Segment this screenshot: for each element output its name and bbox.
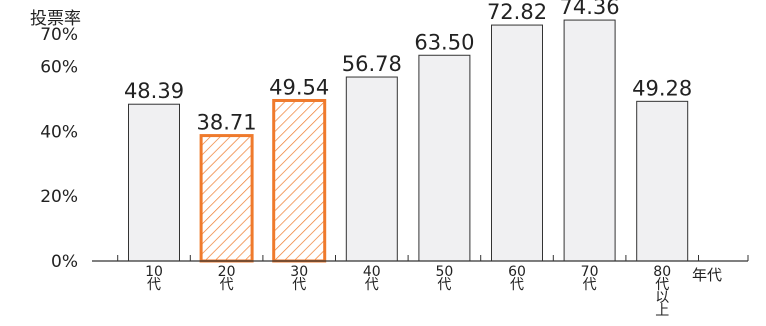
bar bbox=[563, 19, 616, 262]
bar bbox=[418, 54, 471, 262]
y-tick-label: 60% bbox=[40, 58, 78, 78]
x-tick-label: 60 bbox=[508, 264, 526, 280]
x-tick-label: 代 bbox=[437, 277, 451, 293]
x-axis-unit: 年代 bbox=[692, 266, 722, 284]
x-tick-label: 30 bbox=[290, 264, 308, 280]
x-tick-label: 40 bbox=[363, 264, 381, 280]
x-tick-label: 代 bbox=[220, 277, 234, 293]
bars bbox=[128, 19, 689, 263]
bar bbox=[128, 103, 180, 262]
data-labels: 48.39 38.71 49.54 56.78 63.50 72.82 74.36 49.28 bbox=[124, 0, 692, 135]
x-tick-label: 代 bbox=[655, 277, 669, 293]
x-axis-tick-marks bbox=[117, 255, 749, 261]
y-tick-label: 0% bbox=[51, 252, 78, 272]
y-tick-label: 70% bbox=[40, 25, 78, 45]
bar bbox=[272, 98, 327, 263]
x-tick-label: 以 bbox=[655, 290, 669, 306]
bar bbox=[199, 134, 254, 263]
x-tick-label: 上 bbox=[655, 303, 669, 319]
y-axis-label: 投票率 bbox=[30, 9, 81, 29]
y-tick-label: 40% bbox=[40, 122, 78, 142]
data-label: 56.78 bbox=[342, 52, 402, 76]
bar bbox=[491, 24, 543, 262]
x-tick-label: 代 bbox=[510, 277, 524, 293]
data-label: 72.82 bbox=[487, 0, 547, 24]
y-axis-ticks: 0% 20% 40% 60% 70% bbox=[40, 25, 78, 272]
data-label: 38.71 bbox=[197, 111, 257, 135]
x-tick-label: 代 bbox=[583, 277, 597, 293]
data-label: 74.36 bbox=[560, 0, 620, 19]
data-label: 49.54 bbox=[269, 75, 329, 99]
x-tick-label: 50 bbox=[435, 264, 453, 280]
x-tick-label: 代 bbox=[292, 277, 306, 293]
data-label: 49.28 bbox=[632, 76, 692, 100]
data-label: 63.50 bbox=[414, 30, 474, 54]
x-tick-label: 80 bbox=[653, 264, 671, 280]
x-tick-label: 代 bbox=[365, 277, 379, 293]
x-tick-label: 70 bbox=[581, 264, 599, 280]
bar bbox=[636, 100, 689, 262]
x-tick-label: 代 bbox=[147, 277, 161, 293]
x-tick-label: 20 bbox=[218, 264, 236, 280]
data-label: 48.39 bbox=[124, 79, 184, 103]
y-tick-label: 20% bbox=[40, 187, 78, 207]
x-tick-label: 10 bbox=[145, 264, 163, 280]
bar bbox=[345, 76, 398, 262]
